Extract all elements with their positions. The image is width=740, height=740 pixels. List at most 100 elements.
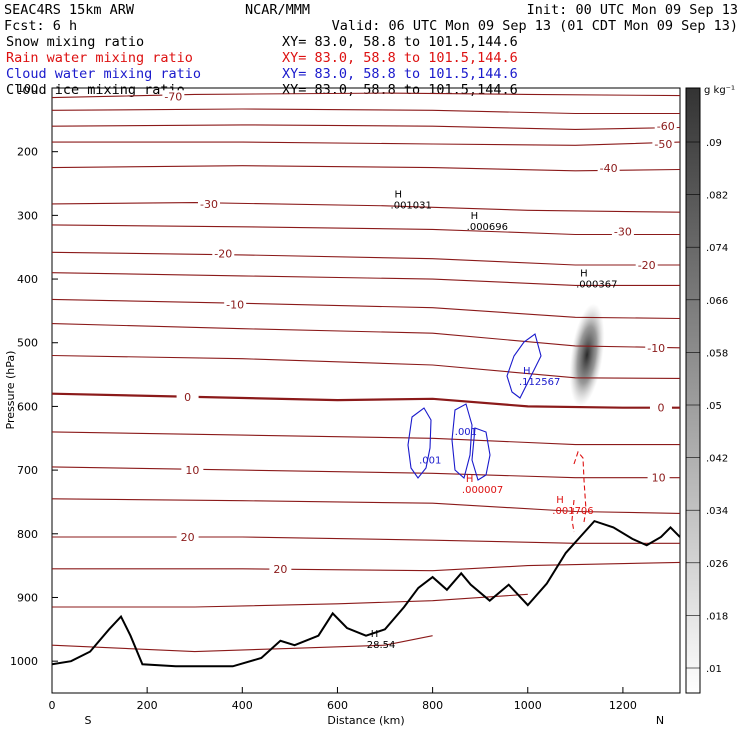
field-xy-1: XY= 83.0, 58.8 to 101.5,144.6 (282, 50, 518, 66)
isotherm-label-10: 0 (184, 391, 191, 404)
colorbar-level-2: .026 (706, 559, 728, 570)
isotherm-label-bg-14 (176, 530, 199, 543)
isotherm-line-3 (52, 141, 680, 146)
isotherm-label-bg-11 (649, 401, 672, 414)
y-tick-label-7: 900 (17, 591, 38, 604)
y-tick-label-0: 200 (17, 146, 38, 159)
isotherm-label-14: 20 (181, 531, 195, 544)
extremum-value-5: .001706 (552, 506, 593, 517)
x-axis-label: Distance (km) (327, 714, 404, 727)
cloud-water-label-0: .001 (419, 456, 441, 467)
isotherm-line-13 (52, 431, 680, 446)
colorbar-level-5: .05 (706, 401, 722, 412)
isotherm-label-bg-8 (224, 298, 247, 311)
isotherm-label-5: -30 (614, 225, 632, 238)
field-xy-2: XY= 83.0, 58.8 to 101.5,144.6 (282, 66, 518, 82)
colorbar: g kg⁻¹ .01 .018 .026 .034 .042 .05 .058 .066 .07… (685, 85, 735, 694)
isotherm-label-2: -50 (654, 138, 672, 151)
extremum-letter-3: H (523, 366, 531, 377)
y-tick-label-2: 400 (17, 273, 38, 286)
isotherm-label-0: -70 (164, 90, 182, 103)
isotherm-line-18 (52, 593, 528, 608)
isotherm-label-bg-5 (611, 225, 634, 238)
isotherm-label-bg-3 (597, 162, 620, 175)
extremum-letter-4: H (466, 474, 474, 485)
x-tick-label-6: 1200 (609, 699, 637, 712)
isotherm-label-1: -60 (657, 120, 675, 133)
extremum-value-0: .001031 (391, 200, 432, 211)
y-tick-label-4: 600 (17, 400, 38, 413)
colorbar-unit: g kg⁻¹ (704, 85, 735, 96)
isotherm-label-bg-1 (654, 120, 677, 133)
extremum-value-2: .000367 (576, 279, 617, 290)
x-end-label-right: N (656, 714, 664, 727)
extremum-value-3: .112567 (519, 377, 560, 388)
y-tick-label-3: 500 (17, 337, 38, 350)
field-legend: Snow mixing ratio XY= 83.0, 58.8 to 101.5… (6, 34, 518, 98)
isotherm-label-15: 20 (273, 563, 287, 576)
isotherm-line-15 (52, 498, 680, 514)
x-tick-label-2: 400 (232, 699, 253, 712)
cloud-water-contour-middle (451, 403, 473, 480)
colorbar-level-1: .018 (706, 611, 728, 622)
valid-time: Valid: 06 UTC Mon 09 Sep 13 (01 CDT Mon … (332, 18, 738, 34)
x-tick-label-0: 0 (49, 699, 56, 712)
isotherm-label-bg-13 (647, 471, 670, 484)
extremum-value-6: 28.54 (367, 640, 396, 651)
cloud-water-label-1: .001 (455, 427, 477, 438)
isotherm-line-2 (52, 124, 680, 130)
extremum-value-1: .000696 (467, 222, 508, 233)
field-xy-3: XY= 83.0, 58.8 to 101.5,144.6 (282, 82, 518, 98)
y-axis-label: Pressure (hPa) (4, 351, 17, 430)
colorbar-level-7: .066 (706, 296, 728, 307)
isotherm-line-6 (52, 224, 680, 236)
isotherm-line-0 (52, 92, 680, 99)
isotherm-line-19 (52, 635, 433, 653)
isotherm-line-9 (52, 298, 680, 320)
cloud-ice-shading (569, 303, 605, 407)
extremum-value-4: .000007 (462, 485, 503, 496)
extremum-letter-0: H (395, 189, 403, 200)
field-name-3: Cloud ice mixing ratio (6, 82, 185, 98)
colorbar-level-6: .058 (706, 348, 728, 359)
cloud-water-contour-upper (506, 333, 542, 399)
isotherm-line-14 (52, 466, 680, 479)
isotherm-label-bg-7 (635, 259, 658, 272)
isotherm-line-8 (52, 272, 680, 286)
rain-contour-upper (573, 450, 587, 523)
isotherm-label-bg-4 (198, 197, 220, 210)
isotherm-label-4: -30 (200, 198, 218, 211)
colorbar-level-3: .034 (706, 506, 728, 517)
isotherm-line-11 (52, 354, 680, 379)
isotherm-line-1 (52, 108, 680, 115)
title-model: SEAC4RS 15km ARW (4, 2, 135, 18)
isotherm-line-5 (52, 202, 680, 213)
y-tick-label-1: 300 (17, 209, 38, 222)
y-tick-label-top: 100 (17, 82, 38, 95)
isotherms (52, 92, 680, 653)
x-tick-label-1: 200 (137, 699, 158, 712)
extremum-letter-2: H (580, 268, 588, 279)
cloud-water-labels: .001 .001 (419, 427, 477, 467)
extremum-letter-6: H (371, 629, 379, 640)
rain-contours (571, 450, 587, 533)
forecast-hour: Fcst: 6 h (4, 18, 77, 34)
isotherm-line-10 (52, 323, 680, 349)
isotherm-label-bg-2 (652, 138, 675, 151)
cloud-water-contour-right (471, 427, 491, 481)
x-tick-label-5: 1000 (514, 699, 542, 712)
isotherm-line-4 (52, 165, 680, 172)
isotherm-label-8: -10 (226, 299, 244, 312)
y-tick-label-5: 700 (17, 464, 38, 477)
field-name-2: Cloud water mixing ratio (6, 66, 201, 82)
y-tick-label-8: 1000 (10, 655, 38, 668)
colorbar-level-4: .042 (706, 454, 728, 465)
isotherm-label-12: 10 (185, 464, 199, 477)
isotherm-line-16 (52, 536, 680, 544)
field-xy-0: XY= 83.0, 58.8 to 101.5,144.6 (282, 34, 518, 50)
isotherm-label-bg-10 (176, 390, 199, 403)
field-name-1: Rain water mixing ratio (6, 50, 193, 66)
x-axis: 0 200 400 600 800 1000 1200 (49, 687, 637, 712)
plot-frame (51, 87, 681, 694)
